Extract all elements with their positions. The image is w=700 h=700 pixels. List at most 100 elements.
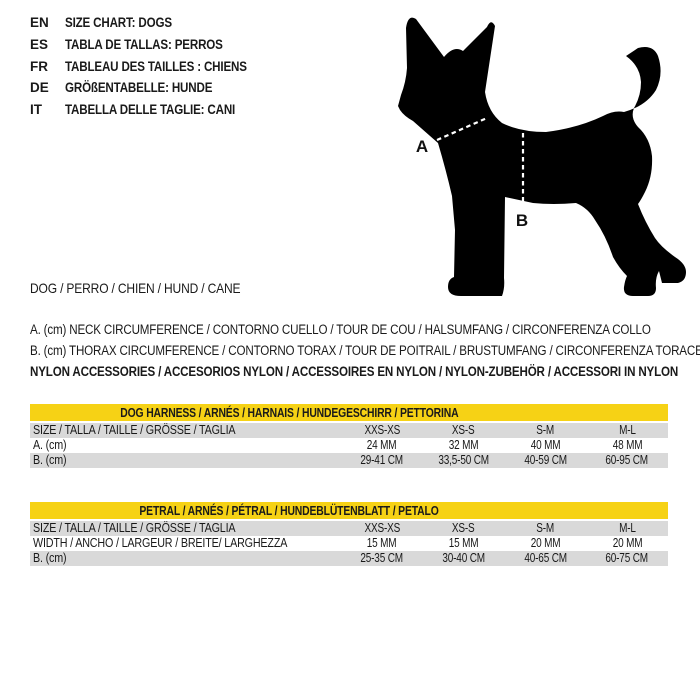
table-row-neck: A. (cm) 24 MM 32 MM 40 MM 48 MM bbox=[30, 438, 668, 453]
language-title: SIZE CHART: DOGS bbox=[65, 15, 172, 31]
value-cell-text: 48 MM bbox=[612, 438, 642, 452]
size-cell: XS-S bbox=[423, 423, 505, 438]
value-cell: 20 MM bbox=[505, 536, 587, 551]
marker-b-label: B bbox=[516, 211, 528, 230]
value-cell: 15 MM bbox=[423, 536, 505, 551]
value-cell: 48 MM bbox=[586, 438, 668, 453]
table-header-harness: DOG HARNESS / ARNÉS / HARNAIS / HUNDEGES… bbox=[30, 404, 668, 421]
row-label-text: B. (cm) bbox=[33, 453, 67, 467]
value-cell: 33,5-50 CM bbox=[423, 453, 505, 468]
table-header-text: PETRAL / ARNÉS / PÉTRAL / HUNDEBLÜTENBLA… bbox=[139, 503, 439, 518]
value-cell-text: 60-75 CM bbox=[605, 551, 649, 565]
value-cell: 30-40 CM bbox=[423, 551, 505, 566]
value-cell: 40-59 CM bbox=[505, 453, 587, 468]
size-cell: S-M bbox=[505, 423, 587, 438]
row-label: B. (cm) bbox=[30, 551, 341, 566]
language-row-de: DE GRÖßENTABELLE: HUNDE bbox=[30, 77, 276, 99]
size-cell: M-L bbox=[586, 423, 668, 438]
note-neck-text: A. (cm) NECK CIRCUMFERENCE / CONTORNO CU… bbox=[30, 322, 651, 337]
value-cell: 60-75 CM bbox=[586, 551, 668, 566]
row-label-text: SIZE / TALLA / TAILLE / GRÖSSE / TAGLIA bbox=[33, 423, 236, 437]
size-cell: S-M bbox=[505, 521, 587, 536]
size-cell: M-L bbox=[586, 521, 668, 536]
value-cell-text: 33,5-50 CM bbox=[438, 453, 489, 467]
table-header-text: DOG HARNESS / ARNÉS / HARNAIS / HUNDEGES… bbox=[119, 405, 459, 420]
row-label-text: B. (cm) bbox=[33, 551, 67, 565]
marker-a-label: A bbox=[416, 137, 428, 156]
language-row-en: EN SIZE CHART: DOGS bbox=[30, 12, 276, 34]
value-cell-text: 30-40 CM bbox=[442, 551, 485, 565]
size-cell-text: XXS-XS bbox=[364, 521, 400, 535]
table-row-thorax: B. (cm) 25-35 CM 30-40 CM 40-65 CM 60-75… bbox=[30, 551, 668, 566]
dog-silhouette-figure: A B bbox=[398, 17, 686, 297]
row-label: B. (cm) bbox=[30, 453, 341, 468]
note-neck-circumference: A. (cm) NECK CIRCUMFERENCE / CONTORNO CU… bbox=[30, 322, 700, 337]
table-row-size: SIZE / TALLA / TAILLE / GRÖSSE / TAGLIA … bbox=[30, 423, 668, 438]
size-cell: XS-S bbox=[423, 521, 505, 536]
row-label: SIZE / TALLA / TAILLE / GRÖSSE / TAGLIA bbox=[30, 521, 341, 536]
value-cell-text: 15 MM bbox=[366, 536, 397, 550]
value-cell-text: 32 MM bbox=[448, 438, 479, 452]
row-label: A. (cm) bbox=[30, 438, 341, 453]
value-cell: 24 MM bbox=[341, 438, 423, 453]
value-cell: 29-41 CM bbox=[341, 453, 423, 468]
value-cell: 15 MM bbox=[341, 536, 423, 551]
note-nylon-accessories: NYLON ACCESSORIES / ACCESORIOS NYLON / A… bbox=[30, 364, 700, 379]
table-row-thorax: B. (cm) 29-41 CM 33,5-50 CM 40-59 CM 60-… bbox=[30, 453, 668, 468]
language-title: TABLA DE TALLAS: PERROS bbox=[65, 37, 223, 53]
value-cell: 60-95 CM bbox=[586, 453, 668, 468]
size-cell: XXS-XS bbox=[341, 423, 423, 438]
size-cell-text: XS-S bbox=[452, 521, 475, 535]
value-cell-text: 24 MM bbox=[366, 438, 397, 452]
language-row-es: ES TABLA DE TALLAS: PERROS bbox=[30, 34, 276, 56]
size-cell-text: M-L bbox=[618, 423, 636, 437]
language-code: ES bbox=[30, 37, 49, 53]
value-cell-text: 40-65 CM bbox=[524, 551, 567, 565]
value-cell: 32 MM bbox=[423, 438, 505, 453]
harness-size-table: DOG HARNESS / ARNÉS / HARNAIS / HUNDEGES… bbox=[30, 404, 668, 468]
language-title: TABLEAU DES TAILLES : CHIENS bbox=[65, 58, 247, 74]
table-row-size: SIZE / TALLA / TAILLE / GRÖSSE / TAGLIA … bbox=[30, 521, 668, 536]
figure-caption: DOG / PERRO / CHIEN / HUND / CANE bbox=[30, 280, 275, 296]
language-code: FR bbox=[30, 58, 48, 74]
table-row-width: WIDTH / ANCHO / LARGEUR / BREITE/ LARGHE… bbox=[30, 536, 668, 551]
value-cell-text: 20 MM bbox=[612, 536, 642, 550]
figure-caption-text: DOG / PERRO / CHIEN / HUND / CANE bbox=[30, 280, 241, 296]
dog-silhouette bbox=[398, 17, 686, 297]
size-cell-text: XS-S bbox=[452, 423, 475, 437]
value-cell: 40 MM bbox=[505, 438, 587, 453]
language-title: GRÖßENTABELLE: HUNDE bbox=[65, 80, 213, 96]
row-label-text: A. (cm) bbox=[33, 438, 67, 452]
size-cell-text: S-M bbox=[536, 521, 555, 535]
value-cell-text: 60-95 CM bbox=[605, 453, 649, 467]
language-row-fr: FR TABLEAU DES TAILLES : CHIENS bbox=[30, 55, 276, 77]
language-title: TABELLA DELLE TAGLIE: CANI bbox=[65, 102, 236, 118]
row-label-text: SIZE / TALLA / TAILLE / GRÖSSE / TAGLIA bbox=[33, 521, 236, 535]
value-cell-text: 29-41 CM bbox=[360, 453, 404, 467]
row-label-text: WIDTH / ANCHO / LARGEUR / BREITE/ LARGHE… bbox=[33, 536, 288, 550]
note-thorax-circumference: B. (cm) THORAX CIRCUMFERENCE / CONTORNO … bbox=[30, 343, 700, 358]
value-cell: 20 MM bbox=[586, 536, 668, 551]
value-cell-text: 25-35 CM bbox=[360, 551, 404, 565]
neck-measure-dashed-line bbox=[436, 116, 488, 142]
size-cell-text: S-M bbox=[536, 423, 555, 437]
note-thorax-text: B. (cm) THORAX CIRCUMFERENCE / CONTORNO … bbox=[30, 343, 700, 358]
size-cell-text: M-L bbox=[618, 521, 636, 535]
petral-size-table: PETRAL / ARNÉS / PÉTRAL / HUNDEBLÜTENBLA… bbox=[30, 502, 668, 566]
value-cell: 25-35 CM bbox=[341, 551, 423, 566]
language-code: EN bbox=[30, 15, 49, 31]
value-cell-text: 40 MM bbox=[530, 438, 561, 452]
value-cell: 40-65 CM bbox=[505, 551, 587, 566]
value-cell-text: 40-59 CM bbox=[524, 453, 567, 467]
language-list: EN SIZE CHART: DOGS ES TABLA DE TALLAS: … bbox=[30, 12, 276, 120]
size-cell: XXS-XS bbox=[341, 521, 423, 536]
row-label: WIDTH / ANCHO / LARGEUR / BREITE/ LARGHE… bbox=[30, 536, 341, 551]
value-cell-text: 15 MM bbox=[448, 536, 479, 550]
row-label: SIZE / TALLA / TAILLE / GRÖSSE / TAGLIA bbox=[30, 423, 341, 438]
size-cell-text: XXS-XS bbox=[364, 423, 400, 437]
language-row-it: IT TABELLA DELLE TAGLIE: CANI bbox=[30, 99, 276, 121]
value-cell-text: 20 MM bbox=[530, 536, 561, 550]
table-header-petral: PETRAL / ARNÉS / PÉTRAL / HUNDEBLÜTENBLA… bbox=[30, 502, 668, 519]
language-code: DE bbox=[30, 80, 49, 96]
